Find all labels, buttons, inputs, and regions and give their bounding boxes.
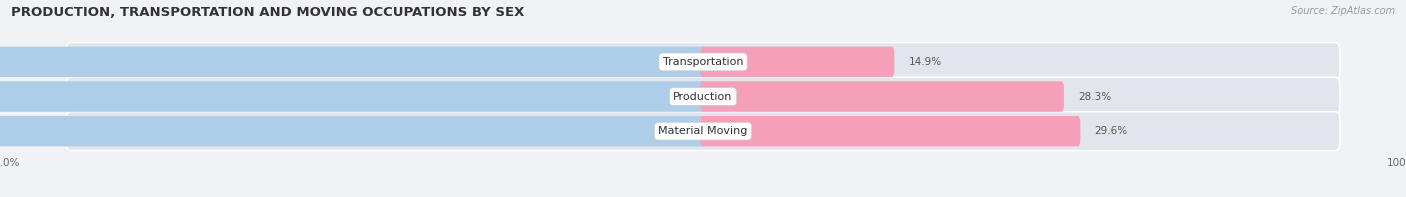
FancyBboxPatch shape xyxy=(66,112,1340,151)
FancyBboxPatch shape xyxy=(0,47,706,77)
FancyBboxPatch shape xyxy=(700,47,894,77)
Text: 29.6%: 29.6% xyxy=(1094,126,1128,136)
FancyBboxPatch shape xyxy=(0,116,706,146)
FancyBboxPatch shape xyxy=(700,116,1080,146)
Text: 14.9%: 14.9% xyxy=(908,57,942,67)
Text: 28.3%: 28.3% xyxy=(1078,92,1111,101)
FancyBboxPatch shape xyxy=(700,81,1064,112)
Text: Material Moving: Material Moving xyxy=(658,126,748,136)
FancyBboxPatch shape xyxy=(66,43,1340,81)
FancyBboxPatch shape xyxy=(66,77,1340,116)
Text: Source: ZipAtlas.com: Source: ZipAtlas.com xyxy=(1291,6,1395,16)
Text: Transportation: Transportation xyxy=(662,57,744,67)
Text: PRODUCTION, TRANSPORTATION AND MOVING OCCUPATIONS BY SEX: PRODUCTION, TRANSPORTATION AND MOVING OC… xyxy=(11,6,524,19)
FancyBboxPatch shape xyxy=(0,81,706,112)
Text: Production: Production xyxy=(673,92,733,101)
